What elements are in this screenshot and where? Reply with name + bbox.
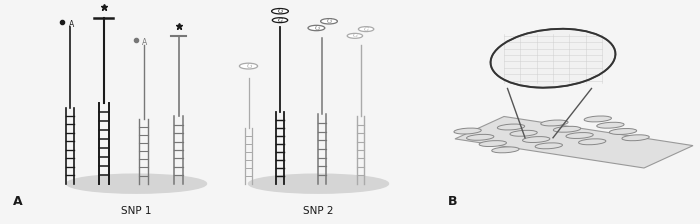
Ellipse shape [622,135,650,141]
Ellipse shape [491,29,615,88]
Ellipse shape [553,126,581,132]
Ellipse shape [578,139,606,145]
Text: G: G [353,33,358,38]
Ellipse shape [466,134,494,140]
Circle shape [358,27,374,32]
Ellipse shape [522,137,550,142]
Ellipse shape [248,174,389,193]
Ellipse shape [609,129,637,134]
Ellipse shape [491,147,519,153]
Circle shape [272,18,288,23]
Ellipse shape [66,174,206,193]
Text: A: A [69,20,74,29]
Ellipse shape [584,116,612,122]
Ellipse shape [497,124,525,130]
Circle shape [239,63,258,69]
Circle shape [321,19,337,24]
Text: G: G [278,18,284,23]
Ellipse shape [479,141,507,146]
Text: A: A [13,195,22,208]
Text: SNP 1: SNP 1 [121,206,152,215]
Text: SNP 2: SNP 2 [303,206,334,215]
Text: G: G [327,17,332,25]
Text: A: A [142,38,147,47]
Text: G: G [314,24,320,32]
Ellipse shape [535,143,563,149]
Circle shape [272,9,288,14]
Ellipse shape [510,130,538,136]
Text: G: G [364,27,370,32]
Text: G: G [246,62,252,70]
Polygon shape [455,116,693,168]
Ellipse shape [596,122,624,128]
Ellipse shape [566,133,594,138]
Circle shape [347,33,363,38]
Text: B: B [448,195,458,208]
Circle shape [308,25,325,31]
Ellipse shape [540,120,568,126]
Ellipse shape [454,128,482,134]
Text: G: G [278,7,284,15]
